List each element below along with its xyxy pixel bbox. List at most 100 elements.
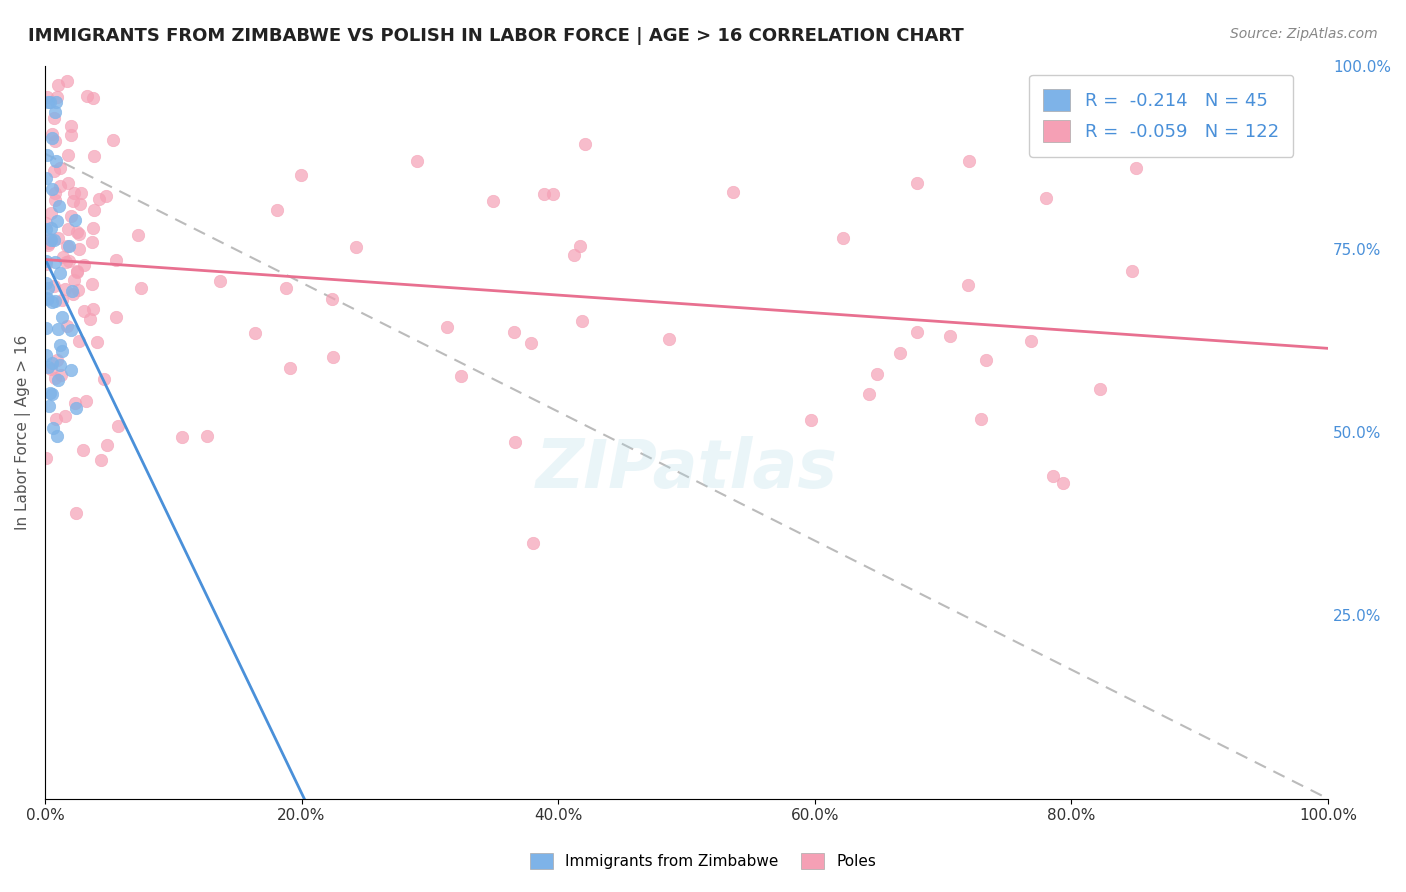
Point xyxy=(322,351,344,365)
Legend: R =  -0.214   N = 45, R =  -0.059   N = 122: R = -0.214 N = 45, R = -0.059 N = 122 xyxy=(1029,75,1294,157)
Point xyxy=(46,231,69,245)
Point xyxy=(290,169,312,183)
Point xyxy=(79,311,101,326)
Point xyxy=(37,95,59,110)
Point xyxy=(522,536,544,550)
Point xyxy=(42,421,65,435)
Point xyxy=(907,176,929,190)
Point xyxy=(90,452,112,467)
Point xyxy=(858,386,880,401)
Point xyxy=(76,89,98,103)
Point xyxy=(60,128,83,142)
Point xyxy=(75,393,97,408)
Point xyxy=(67,227,90,241)
Point xyxy=(658,332,681,346)
Point xyxy=(48,358,70,372)
Point xyxy=(907,326,929,340)
Point xyxy=(482,194,505,208)
Point xyxy=(938,329,960,343)
Y-axis label: In Labor Force | Age > 16: In Labor Force | Age > 16 xyxy=(15,334,31,530)
Point xyxy=(45,154,67,169)
Point xyxy=(266,202,288,217)
Point xyxy=(72,442,94,457)
Point xyxy=(67,242,90,256)
Point xyxy=(44,293,66,308)
Point xyxy=(571,314,593,328)
Point xyxy=(41,131,63,145)
Point xyxy=(969,411,991,425)
Point xyxy=(889,346,911,360)
Point xyxy=(56,148,79,162)
Point xyxy=(520,336,543,351)
Point xyxy=(1035,190,1057,204)
Point xyxy=(957,153,980,168)
Point xyxy=(60,323,83,337)
Point xyxy=(45,95,67,110)
Point xyxy=(831,231,853,245)
Point xyxy=(866,367,889,381)
Point xyxy=(344,240,367,254)
Point xyxy=(45,352,67,367)
Point xyxy=(49,178,72,193)
Point xyxy=(35,170,58,185)
Point xyxy=(69,197,91,211)
Point xyxy=(503,325,526,339)
Point xyxy=(243,326,266,341)
Point xyxy=(46,373,69,387)
Point xyxy=(956,278,979,293)
Point xyxy=(533,186,555,201)
Point xyxy=(52,251,75,265)
Point xyxy=(35,348,58,362)
Text: Source: ZipAtlas.com: Source: ZipAtlas.com xyxy=(1230,27,1378,41)
Point xyxy=(80,277,103,291)
Point xyxy=(38,236,60,251)
Point xyxy=(38,385,60,400)
Point xyxy=(41,387,63,401)
Point xyxy=(45,213,67,227)
Point xyxy=(66,265,89,279)
Point xyxy=(37,90,59,104)
Point xyxy=(39,362,62,376)
Point xyxy=(58,238,80,252)
Point xyxy=(49,368,72,383)
Point xyxy=(55,73,77,87)
Point xyxy=(1019,334,1042,348)
Point xyxy=(321,292,343,306)
Point xyxy=(44,279,66,293)
Point xyxy=(41,294,63,309)
Point xyxy=(65,264,87,278)
Point xyxy=(82,221,104,235)
Point xyxy=(51,344,73,359)
Point xyxy=(107,418,129,433)
Point xyxy=(39,231,62,245)
Point xyxy=(274,281,297,295)
Point xyxy=(63,212,86,227)
Point xyxy=(58,253,80,268)
Point xyxy=(569,239,592,253)
Point xyxy=(82,90,104,104)
Point xyxy=(42,112,65,126)
Point xyxy=(83,202,105,217)
Point xyxy=(35,257,58,271)
Point xyxy=(38,399,60,413)
Point xyxy=(35,253,58,268)
Point xyxy=(1125,161,1147,176)
Point xyxy=(55,254,77,268)
Point xyxy=(73,303,96,318)
Point xyxy=(67,334,90,348)
Point xyxy=(49,337,72,351)
Point xyxy=(41,182,63,196)
Point xyxy=(51,310,73,324)
Point xyxy=(62,287,84,301)
Point xyxy=(93,371,115,385)
Point xyxy=(83,149,105,163)
Point xyxy=(62,186,84,200)
Point xyxy=(63,273,86,287)
Point xyxy=(49,266,72,280)
Point xyxy=(37,360,59,375)
Point xyxy=(105,310,128,325)
Point xyxy=(974,353,997,368)
Point xyxy=(46,322,69,336)
Point xyxy=(44,370,66,384)
Point xyxy=(89,192,111,206)
